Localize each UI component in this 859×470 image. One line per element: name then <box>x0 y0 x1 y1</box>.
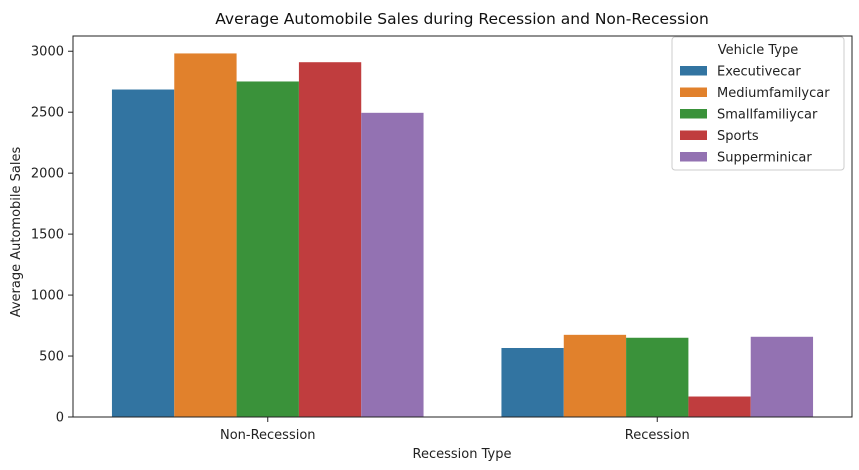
y-tick-label: 2000 <box>31 167 64 182</box>
legend: Vehicle Type Executivecar Mediumfamilycar S… <box>671 36 845 171</box>
bar-sports-recession <box>688 396 751 417</box>
y-tick-label: 500 <box>39 350 64 365</box>
y-axis-label: Average Automobile Sales <box>9 147 24 318</box>
bar-sports-non-recession <box>298 62 362 417</box>
legend-label-smallfamiliycar: Smallfamiliycar <box>717 108 818 123</box>
y-tick-label: 0 <box>56 411 64 426</box>
bar-executivecar-recession <box>501 347 564 417</box>
bar-mediumfamilycar-recession <box>563 334 627 417</box>
legend-swatch-smallfamiliycar <box>680 109 707 119</box>
legend-box <box>671 36 845 171</box>
plot-area: 0 500 1000 1500 2000 2500 3000 Non-Recession Rec… <box>31 35 853 443</box>
bar-supperminicar-recession <box>750 336 814 417</box>
legend-label-sports: Sports <box>717 129 759 144</box>
legend-title: Vehicle Type <box>718 43 798 58</box>
bar-smallfamiliycar-recession <box>626 337 689 417</box>
legend-label-executivecar: Executivecar <box>717 65 801 80</box>
legend-swatch-executivecar <box>680 66 707 76</box>
y-tick-label: 3000 <box>31 45 64 60</box>
bar-mediumfamilycar-non-recession <box>174 53 237 417</box>
legend-swatch-mediumfamilycar <box>680 87 707 97</box>
bar-executivecar-non-recession <box>111 89 175 417</box>
bar-supperminicar-non-recession <box>361 112 424 417</box>
axes-frame <box>72 35 853 418</box>
x-tick-label: Recession <box>625 428 690 443</box>
x-axis-label: Recession Type <box>413 447 512 462</box>
y-tick-label: 2500 <box>31 106 64 121</box>
y-tick-label: 1000 <box>31 289 64 304</box>
legend-swatch-sports <box>680 130 707 140</box>
legend-label-mediumfamilycar: Mediumfamilycar <box>717 86 830 101</box>
x-tick-label: Non-Recession <box>220 428 316 443</box>
legend-label-supperminicar: Supperminicar <box>717 151 812 166</box>
legend-swatch-supperminicar <box>680 152 707 162</box>
chart-title: Average Automobile Sales during Recessio… <box>215 10 709 28</box>
y-tick-label: 1500 <box>31 228 64 243</box>
bar-smallfamiliycar-non-recession <box>236 81 299 417</box>
